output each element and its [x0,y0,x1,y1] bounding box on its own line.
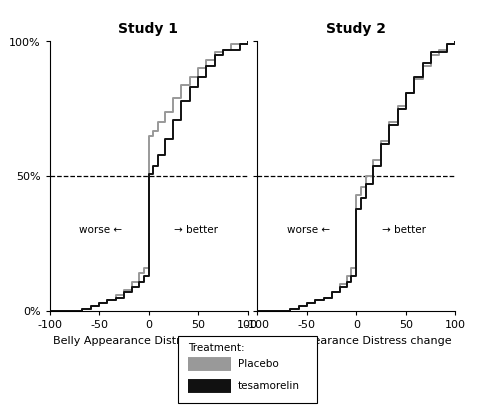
Text: Treatment:: Treatment: [188,343,245,353]
Text: → better: → better [382,225,426,235]
FancyBboxPatch shape [178,336,317,403]
X-axis label: Belly Appearance Distress change: Belly Appearance Distress change [261,336,452,346]
Title: Study 2: Study 2 [326,22,387,36]
Text: worse ←: worse ← [79,225,123,235]
Text: tesamorelin: tesamorelin [238,381,300,391]
Title: Study 1: Study 1 [118,22,179,36]
Y-axis label: Cumulative Patients (%): Cumulative Patients (%) [0,105,3,248]
Text: → better: → better [174,225,218,235]
X-axis label: Belly Appearance Distress change: Belly Appearance Distress change [53,336,244,346]
Text: Placebo: Placebo [238,359,279,369]
Text: worse ←: worse ← [287,225,331,235]
